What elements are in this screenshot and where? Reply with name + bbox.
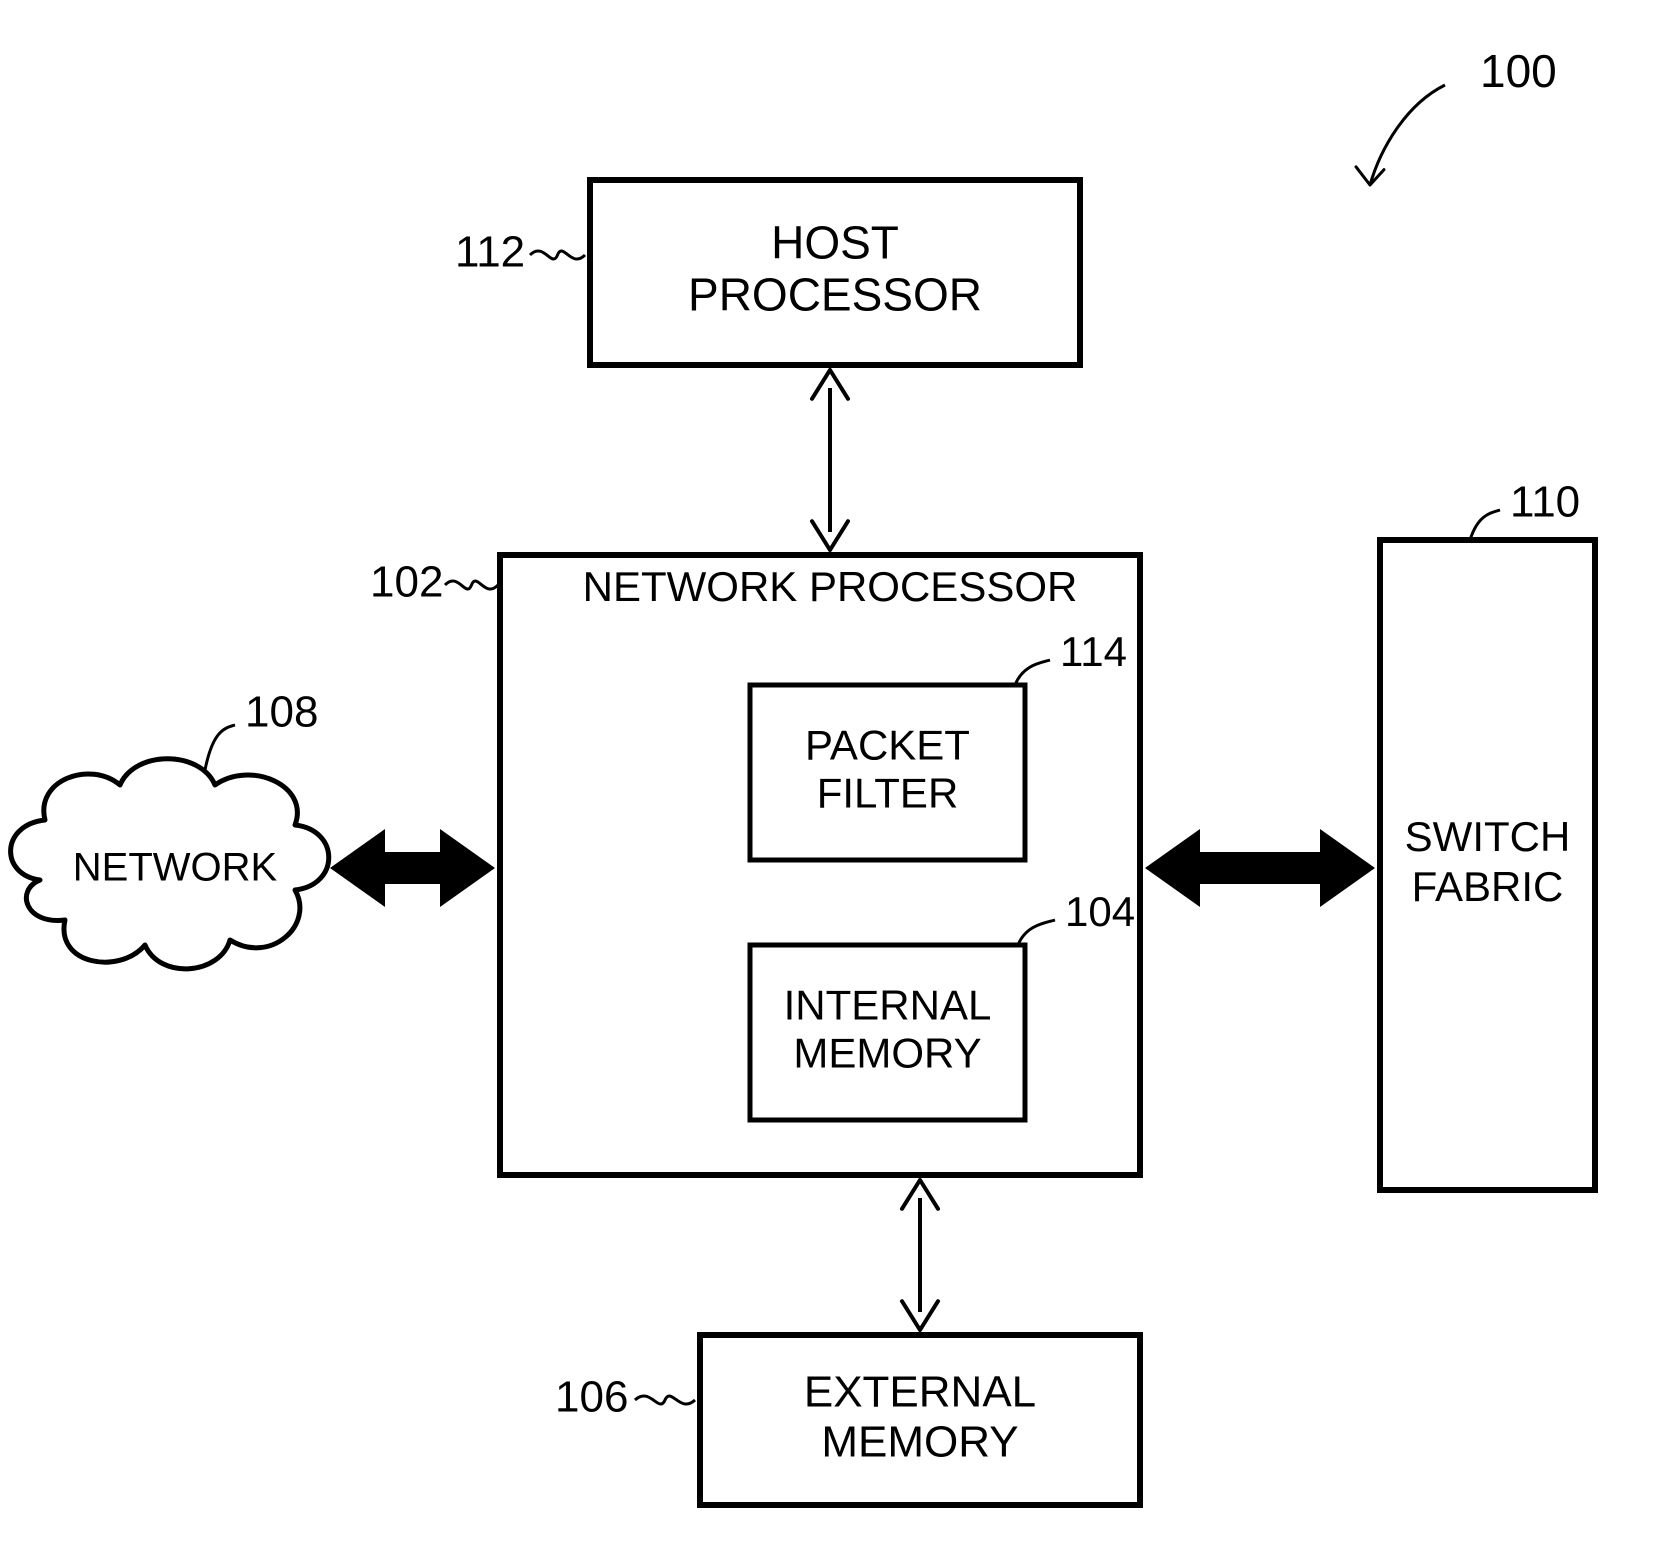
arrow-np-switch-head-right — [1320, 829, 1375, 907]
ref-106: 106 — [555, 1373, 628, 1422]
arrow-network-np-head-right — [440, 829, 495, 907]
leader-hook — [205, 725, 235, 770]
ref-108: 108 — [245, 688, 318, 737]
external-memory-label-line-0: EXTERNAL — [804, 1368, 1036, 1417]
ref-100: 100 — [1480, 45, 1557, 97]
host-processor-label-line-1: PROCESSOR — [688, 269, 982, 321]
leader-tilde — [635, 1396, 695, 1404]
leader-tilde — [445, 581, 498, 589]
host-processor-label-line-0: HOST — [771, 217, 899, 269]
leader-hook — [1470, 510, 1500, 540]
network-cloud-label: NETWORK — [73, 846, 278, 890]
arrow-np-switch-head-left — [1145, 829, 1200, 907]
network-processor-title: NETWORK PROCESSOR — [583, 563, 1078, 610]
external-memory-label-line-1: MEMORY — [821, 1418, 1018, 1467]
arrow-network-np-shaft — [385, 852, 440, 884]
packet-filter-label-line-1: FILTER — [817, 770, 959, 817]
internal-memory-label-line-0: INTERNAL — [784, 982, 992, 1029]
arrow-network-np-head-left — [330, 829, 385, 907]
ref-110: 110 — [1510, 478, 1580, 527]
ref-114: 114 — [1060, 628, 1127, 675]
leader-tilde — [530, 251, 585, 259]
leader-hook-100 — [1370, 85, 1445, 185]
ref-104: 104 — [1065, 888, 1135, 935]
packet-filter-label-line-0: PACKET — [805, 722, 970, 769]
switch-fabric-label-line-1: FABRIC — [1412, 863, 1564, 910]
switch-fabric-label-line-0: SWITCH — [1405, 813, 1571, 860]
internal-memory-label-line-1: MEMORY — [793, 1030, 981, 1077]
ref-112: 112 — [455, 228, 525, 277]
arrow-np-switch-shaft — [1200, 852, 1320, 884]
ref-102: 102 — [370, 558, 443, 607]
